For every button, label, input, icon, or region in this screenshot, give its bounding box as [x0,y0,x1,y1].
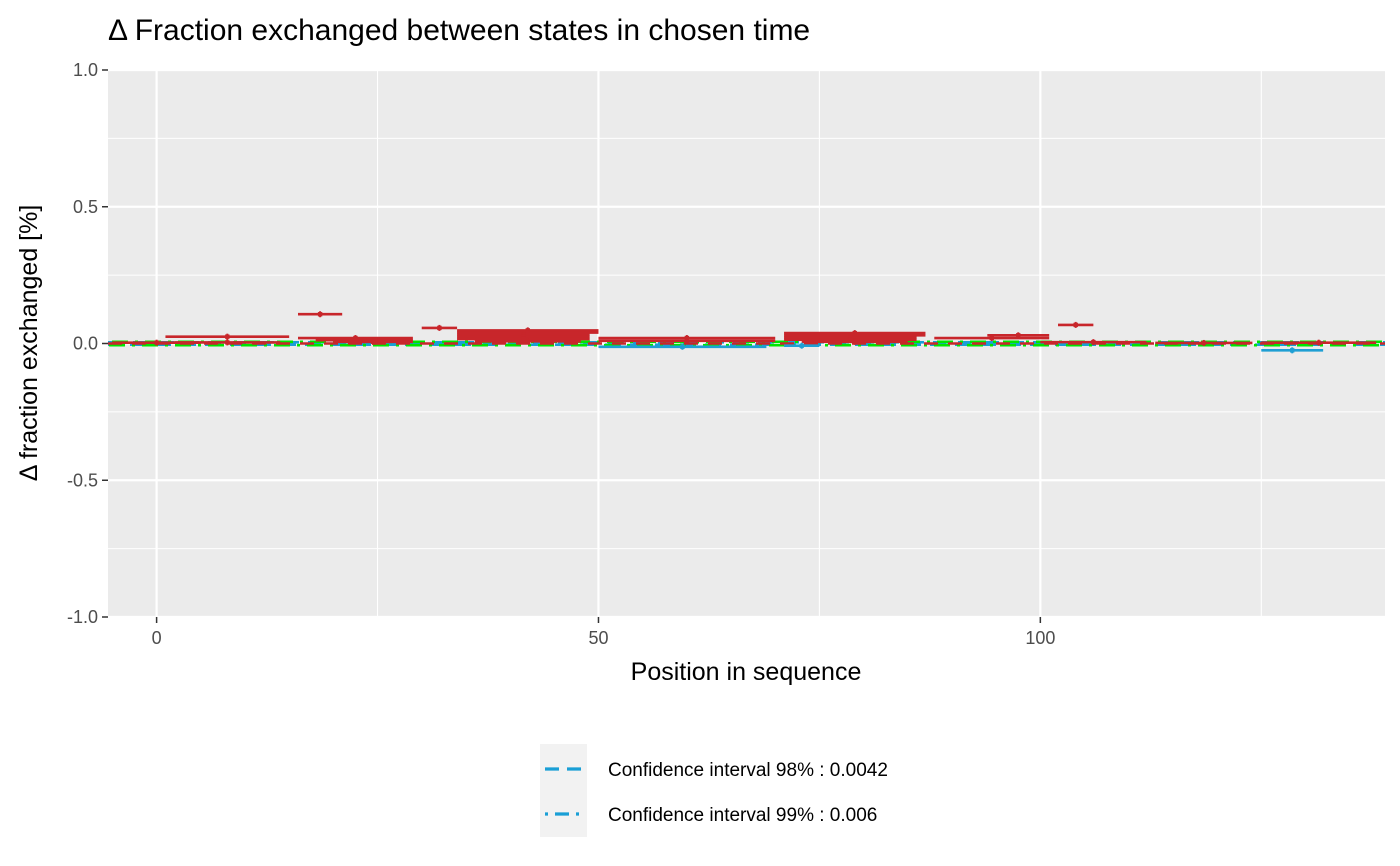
legend-key-background [540,744,587,837]
peptide-point [1290,348,1295,353]
peptide-point [848,337,853,342]
y-tick-label: -0.5 [67,470,98,490]
peptide-point [1073,322,1078,328]
peptide-point [525,339,530,344]
legend-entry-label: Confidence interval 99% : 0.006 [608,805,877,826]
peptide-point [525,330,530,335]
peptide [174,339,281,346]
peptide [987,332,1050,339]
peptide [598,337,776,344]
y-tick-label: 1.0 [73,60,98,80]
peptide [598,343,767,350]
y-axis-title: Δ fraction exchanged [%] [15,205,43,482]
x-tick-label: 50 [588,628,608,648]
peptide-point [225,340,230,345]
legend: Confidence interval 98% : 0.0042 Confiden… [540,744,888,837]
peptide [801,338,908,345]
peptide [1261,347,1324,354]
peptide [298,311,343,318]
peptide-point [1016,333,1021,338]
y-tick-label: 0.0 [73,334,98,354]
peptide-point [370,339,376,345]
peptide-point [680,344,685,349]
peptide-point [353,335,358,341]
peptide-point [684,338,690,343]
y-tick-label: 0.5 [73,197,98,217]
peptide-point [1091,339,1096,345]
peptide-point [225,334,230,339]
peptide [421,324,458,331]
data-marks [112,311,1377,354]
axes: 1.0 0.5 0.0 -0.5 -1.0 0 50 100 [67,60,1055,648]
peptide [333,338,413,345]
peptide-point [437,325,442,331]
x-tick-label: 100 [1025,628,1055,648]
peptide-point [154,340,159,345]
peptide-point [989,335,994,341]
peptide [474,338,581,345]
peptide-point [362,338,367,343]
peptide-point [852,333,857,338]
peptide [1155,339,1253,346]
peptide [1058,321,1094,328]
peptide [165,333,290,340]
peptide [784,342,820,349]
peptide-point [799,343,804,348]
peptide [1261,339,1377,346]
chart-title: Δ Fraction exchanged between states in c… [108,14,810,47]
peptide-point [317,312,323,317]
peptide-point [521,336,526,342]
legend-entry-label: Confidence interval 98% : 0.0042 [608,760,888,781]
peptide-point [1316,340,1321,345]
peptide-point [852,339,857,345]
peptide [1040,339,1147,346]
x-axis-title: Position in sequence [631,658,862,686]
peptide-point [1201,340,1207,346]
y-tick-label: -1.0 [67,607,98,627]
x-tick-label: 0 [152,628,162,648]
